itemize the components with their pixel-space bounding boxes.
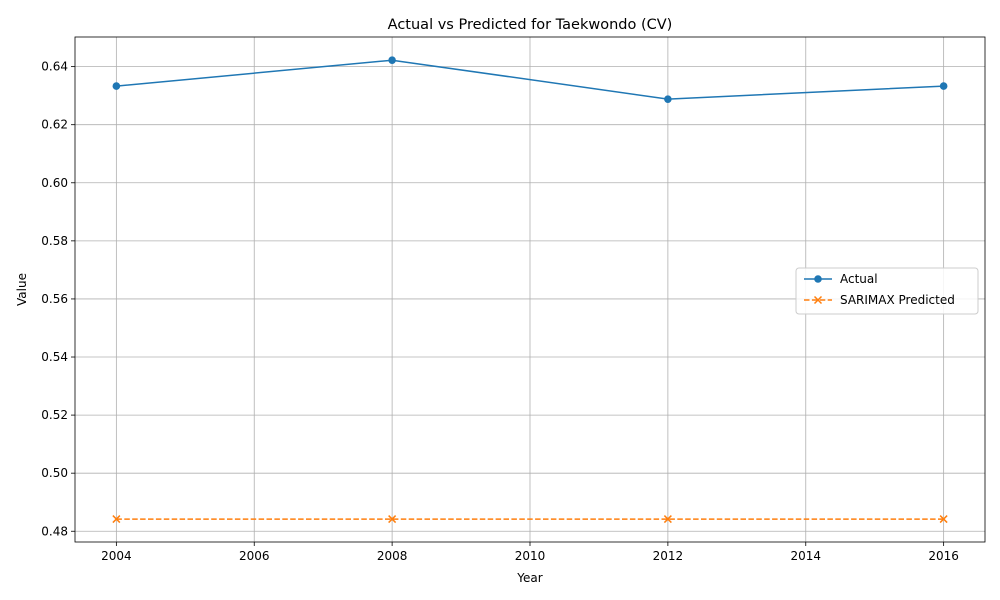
chart-title: Actual vs Predicted for Taekwondo (CV) [388, 17, 673, 33]
x-tick-label: 2006 [239, 549, 270, 563]
x-tick-label: 2010 [515, 549, 546, 563]
x-tick-label: 2012 [653, 549, 684, 563]
axis-ticks: 2004 2006 2008 2010 2012 2014 2016 0.48 0.50 0.52… [41, 60, 959, 563]
grid-lines [75, 37, 985, 542]
predicted-point [112, 515, 121, 524]
predicted-point [939, 515, 948, 524]
legend-item: SARIMAX Predicted [804, 293, 955, 307]
legend: Actual SARIMAX Predicted [795, 267, 979, 315]
predicted-point [663, 515, 672, 524]
predicted-point [388, 515, 397, 524]
x-tick-label: 2008 [377, 549, 408, 563]
actual-point [664, 95, 672, 103]
y-tick-label: 0.54 [41, 350, 68, 364]
y-tick-label: 0.58 [41, 234, 68, 248]
x-tick-label: 2016 [928, 549, 959, 563]
legend-marker [814, 275, 822, 283]
y-axis-label: Value [15, 273, 29, 306]
legend-marker [813, 295, 823, 305]
actual-point [112, 82, 121, 90]
legend-label: SARIMAX Predicted [840, 293, 955, 307]
y-tick-label: 0.56 [41, 292, 68, 306]
y-tick-label: 0.64 [41, 60, 68, 74]
legend-box [795, 267, 979, 315]
actual-point [388, 56, 396, 65]
legend-label: Actual [840, 272, 878, 286]
y-tick-label: 0.52 [41, 408, 68, 422]
y-tick-label: 0.62 [41, 118, 68, 132]
y-tick-label: 0.48 [41, 524, 68, 538]
x-axis-label: Year [516, 571, 542, 585]
series-line-actual [116, 59, 944, 100]
x-tick-label: 2014 [790, 549, 821, 563]
series-layer [112, 56, 948, 524]
y-tick-label: 0.60 [41, 176, 68, 190]
legend-item: Actual [804, 272, 878, 286]
x-tick-label: 2004 [101, 549, 132, 563]
actual-point [939, 82, 948, 90]
y-tick-label: 0.50 [41, 466, 68, 480]
